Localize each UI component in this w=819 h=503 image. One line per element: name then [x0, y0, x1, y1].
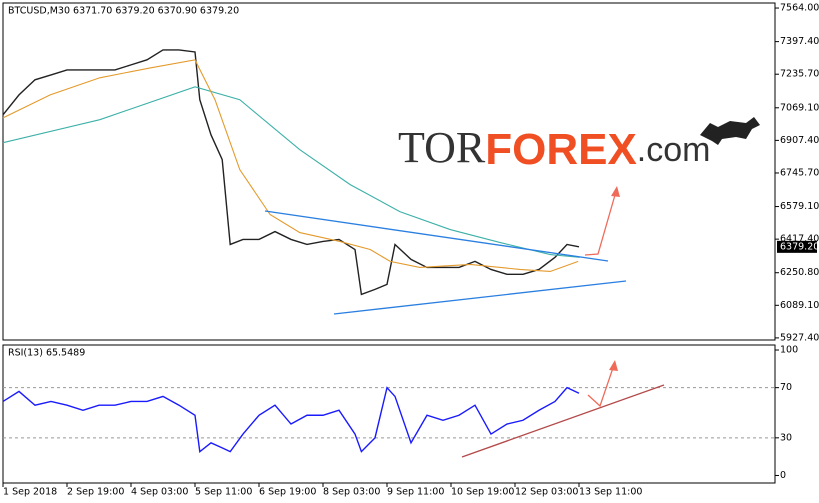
series-line [2, 49, 580, 296]
x-tick-label: 12 Sep 03:00 [515, 487, 578, 498]
logo: TORFOREX.com [398, 123, 710, 174]
y-tick-label: 6579.10 [780, 201, 819, 212]
y-tick-label: 6417.40 [780, 234, 819, 245]
y-tick-label: 6745.70 [780, 167, 819, 178]
logo-bull [700, 117, 760, 145]
y-tick-label: 0 [780, 470, 786, 481]
x-tick-label: 8 Sep 03:00 [323, 487, 380, 498]
y-tick-label: 7564.00 [780, 3, 819, 14]
y-tick-label: 30 [780, 432, 792, 443]
y-tick-label: 100 [780, 345, 798, 356]
x-tick-label: 5 Sep 11:00 [195, 487, 252, 498]
chart-title: RSI(13) 65.5489 [8, 348, 85, 359]
series-line [2, 59, 579, 273]
x-tick-label: 9 Sep 11:00 [387, 487, 444, 498]
price-panel [2, 2, 776, 341]
x-tick-label: 13 Sep 11:00 [579, 487, 642, 498]
logo-part: FOREX [485, 125, 637, 174]
arrowhead [609, 360, 618, 371]
trend-line [264, 210, 609, 262]
last-price-label: 6379.20 [780, 241, 819, 252]
y-tick-label: 7069.10 [780, 102, 819, 113]
last-price-box [777, 240, 817, 253]
y-tick-label: 6907.40 [780, 135, 819, 146]
arrowhead [611, 186, 620, 197]
y-tick-label: 70 [780, 382, 792, 393]
series-line [2, 386, 580, 453]
series-line [2, 86, 580, 258]
rsi-panel [2, 344, 776, 484]
plot-layer: BTCUSD,M30 6371.70 6379.20 6370.90 6379.… [2, 3, 819, 498]
x-tick-label: 1 Sep 2018 [3, 487, 57, 498]
logo-part: TOR [398, 123, 486, 172]
x-tick-label: 10 Sep 19:00 [451, 487, 514, 498]
x-tick-label: 4 Sep 03:00 [131, 487, 188, 498]
logo-part: .com [637, 131, 711, 169]
y-tick-label: 6089.10 [780, 300, 819, 311]
y-tick-label: 6250.80 [780, 267, 819, 278]
arrow [587, 361, 616, 408]
chart-title: BTCUSD,M30 6371.70 6379.20 6370.90 6379.… [8, 6, 239, 17]
arrow [584, 187, 618, 256]
y-tick-label: 5927.40 [780, 332, 819, 343]
x-tick-label: 6 Sep 19:00 [259, 487, 316, 498]
trend-line [461, 384, 665, 458]
y-tick-label: 7397.40 [780, 36, 819, 47]
y-tick-label: 7235.70 [780, 69, 819, 80]
trend-line [333, 280, 627, 315]
x-tick-label: 2 Sep 19:00 [67, 487, 124, 498]
